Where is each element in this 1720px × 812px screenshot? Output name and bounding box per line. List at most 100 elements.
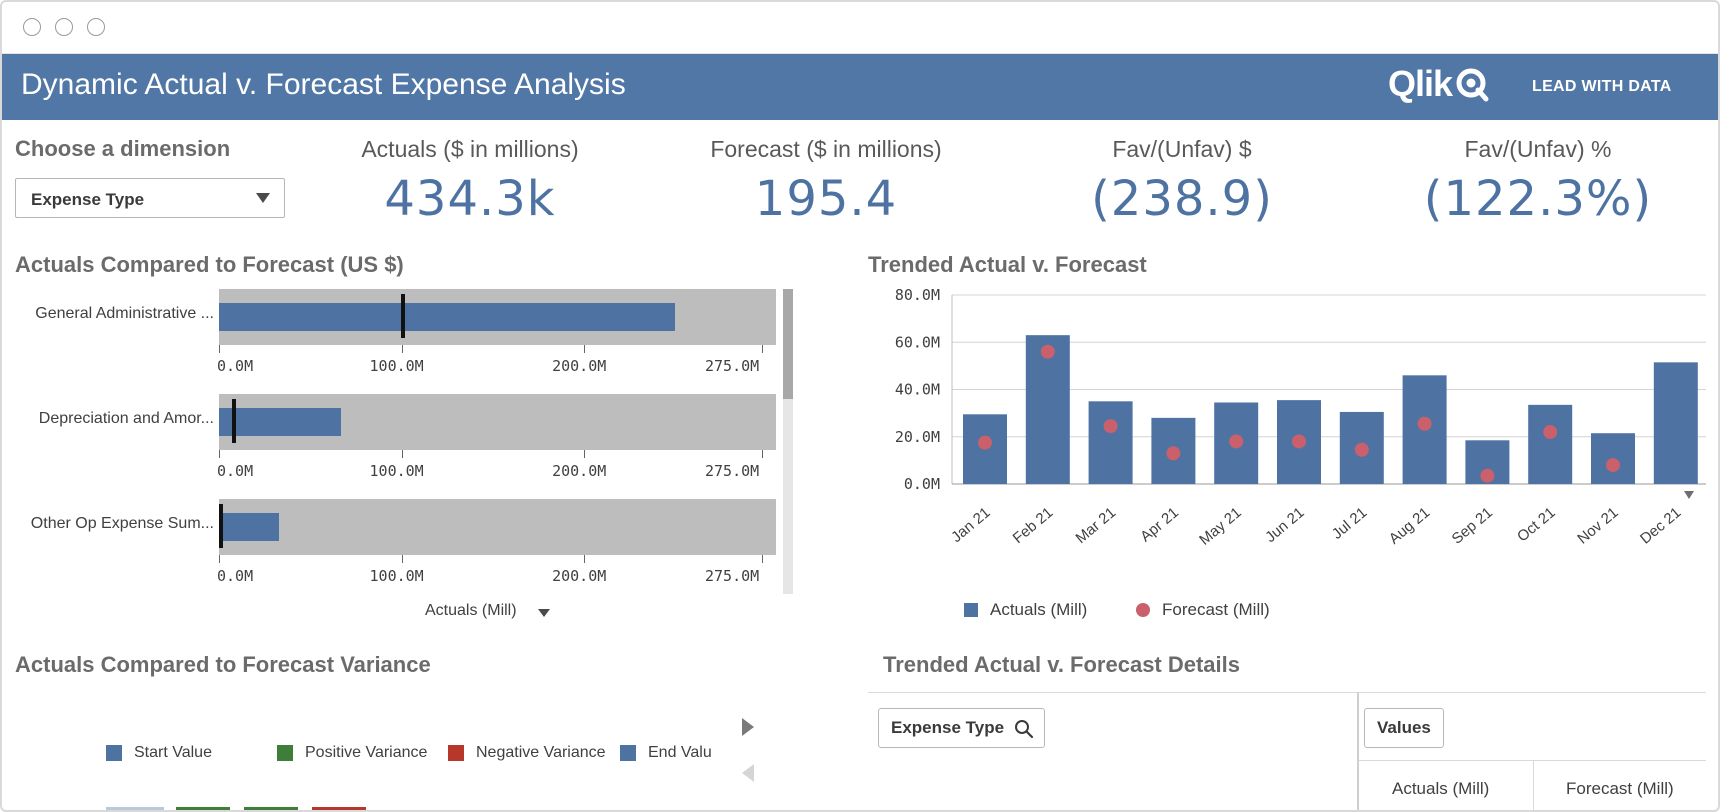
forecast-point[interactable] — [1480, 468, 1495, 483]
x-tick-label: Apr 21 — [1137, 504, 1182, 545]
chevron-down-icon[interactable] — [538, 609, 550, 617]
axis-tick-label: 0.0M — [217, 462, 254, 480]
kpi-label: Actuals ($ in millions) — [361, 136, 579, 162]
kpi-fav-unfav-percent[interactable]: Fav/(Unfav) % (122.3%) — [1388, 136, 1688, 227]
bullet-actual-bar[interactable] — [219, 408, 342, 436]
combo-chart-title: Trended Actual v. Forecast — [868, 252, 1147, 277]
kpi-forecast[interactable]: Forecast ($ in millions) 195.4 — [676, 136, 976, 227]
bullet-actual-bar[interactable] — [219, 303, 676, 331]
combo-chart[interactable]: 0.0M 20.0M 40.0M 60.0M 80.0M Jan 21 Feb 21 Mar … — [868, 282, 1710, 572]
axis-tick — [401, 345, 403, 353]
legend-item-actuals[interactable]: Actuals (Mill) — [964, 600, 1087, 620]
bullet-row[interactable]: General Administrative ... 0.0M 100.0M 200.… — [14, 289, 784, 394]
x-tick-label: Oct 21 — [1514, 504, 1559, 545]
legend-item-forecast[interactable]: Forecast (Mill) — [1136, 600, 1270, 620]
forecast-point[interactable] — [1606, 458, 1620, 473]
waterfall-bar[interactable] — [106, 807, 164, 810]
forecast-point[interactable] — [1040, 344, 1055, 359]
axis-tick-label: 0.0M — [217, 357, 254, 375]
forecast-point[interactable] — [1166, 446, 1181, 461]
chart-scroll-down-icon[interactable] — [1684, 491, 1694, 499]
bullet-range-band[interactable] — [219, 394, 776, 450]
kpi-fav-unfav-dollars[interactable]: Fav/(Unfav) $ (238.9) — [1032, 136, 1332, 227]
kpi-label: Forecast ($ in millions) — [710, 136, 942, 162]
forecast-point[interactable] — [1292, 434, 1306, 449]
axis-tick-label: 275.0M — [705, 567, 760, 585]
expense-type-filter[interactable]: Expense Type — [878, 708, 1046, 748]
x-tick-label: May 21 — [1196, 504, 1245, 549]
actuals-bar[interactable] — [1528, 404, 1573, 484]
bullet-range-band[interactable] — [218, 499, 776, 555]
forecast-point[interactable] — [1417, 416, 1432, 431]
bullet-forecast-marker[interactable] — [401, 294, 406, 338]
bullet-range-band[interactable] — [219, 289, 776, 345]
kpi-label: Fav/(Unfav) % — [1464, 136, 1612, 162]
axis-tick-label: 100.0M — [369, 357, 424, 375]
column-header-forecast[interactable]: Forecast (Mill) — [1566, 779, 1674, 798]
waterfall-bar[interactable] — [244, 807, 298, 810]
actuals-bar[interactable] — [1025, 335, 1070, 484]
legend-label: Forecast (Mill) — [1162, 600, 1270, 619]
details-table-title: Trended Actual v. Forecast Details — [883, 652, 1241, 677]
filter-label: Expense Type — [891, 718, 1005, 737]
legend-item-positive-variance[interactable]: Positive Variance — [277, 744, 427, 762]
x-tick-label: Jan 21 — [948, 504, 993, 546]
waterfall-bar[interactable] — [176, 807, 230, 810]
scrollbar-thumb[interactable] — [783, 289, 793, 399]
x-tick-label: Aug 21 — [1386, 504, 1433, 548]
forecast-point[interactable] — [1229, 434, 1244, 449]
y-tick-label: 0.0M — [904, 475, 940, 493]
legend-swatch — [620, 745, 636, 761]
axis-tick — [219, 345, 220, 353]
axis-tick-label: 200.0M — [552, 462, 607, 480]
legend-item-start-value[interactable]: Start Value — [106, 744, 212, 762]
bullet-forecast-marker[interactable] — [231, 399, 236, 443]
x-tick-label: Sep 21 — [1449, 504, 1496, 548]
legend-swatch — [964, 603, 978, 617]
axis-tick — [219, 450, 220, 458]
legend-item-negative-variance[interactable]: Negative Variance — [448, 744, 606, 762]
bullet-row[interactable]: Depreciation and Amor... 0.0M 100.0M 200.0M… — [14, 394, 784, 499]
kpi-actuals[interactable]: Actuals ($ in millions) 434.3k — [320, 136, 620, 227]
window-minimize-control[interactable] — [55, 18, 73, 36]
kpi-value: 195.4 — [754, 171, 898, 227]
legend-swatch — [277, 745, 293, 761]
values-dimension-chip[interactable]: Values — [1364, 708, 1444, 748]
y-tick-label: 60.0M — [895, 333, 940, 351]
waterfall-bar[interactable] — [312, 807, 366, 810]
y-tick-label: 40.0M — [895, 381, 940, 399]
legend-next-arrow-icon[interactable] — [742, 718, 754, 736]
actuals-bar[interactable] — [1088, 401, 1133, 484]
dimension-title: Choose a dimension — [15, 136, 231, 161]
x-tick-label: Jun 21 — [1262, 504, 1307, 546]
forecast-point[interactable] — [1103, 419, 1118, 434]
window-close-control[interactable] — [23, 18, 41, 36]
bullet-actual-bar[interactable] — [219, 513, 280, 541]
window-maximize-control[interactable] — [87, 18, 105, 36]
legend-swatch — [1136, 603, 1150, 617]
forecast-point[interactable] — [1543, 425, 1558, 440]
table-divider[interactable] — [1357, 692, 1359, 810]
axis-tick-label: 275.0M — [705, 462, 760, 480]
forecast-point[interactable] — [1354, 442, 1369, 457]
bullet-row-label: General Administrative ... — [35, 305, 214, 322]
search-icon[interactable] — [1014, 719, 1034, 739]
legend-swatch — [106, 745, 122, 761]
bullet-measure-selector[interactable]: Actuals (Mill) — [425, 602, 517, 619]
dimension-dropdown[interactable]: Expense Type — [15, 178, 285, 218]
window-titlebar — [2, 2, 1718, 54]
details-table — [868, 692, 1706, 810]
x-tick-label: Dec 21 — [1637, 504, 1684, 548]
column-header-actuals[interactable]: Actuals (Mill) — [1392, 779, 1490, 798]
forecast-point[interactable] — [978, 435, 992, 450]
legend-prev-arrow-icon[interactable] — [742, 764, 754, 782]
legend-item-end-value[interactable]: End Valu — [620, 744, 715, 762]
actuals-bar[interactable] — [1653, 362, 1698, 484]
bullet-chart[interactable]: Other Op Expense Sum... 0.0M 100.0M 200.0M 2… — [14, 289, 793, 594]
bullet-row[interactable]: Other Op Expense Sum... 0.0M 100.0M 200.0M 2… — [14, 499, 784, 604]
axis-tick-label: 200.0M — [552, 357, 607, 375]
bullet-row-label: Depreciation and Amor... — [38, 410, 214, 427]
bullet-forecast-marker[interactable] — [218, 504, 223, 548]
bullet-chart-scrollbar[interactable] — [783, 289, 793, 594]
kpi-label: Fav/(Unfav) $ — [1112, 136, 1252, 162]
